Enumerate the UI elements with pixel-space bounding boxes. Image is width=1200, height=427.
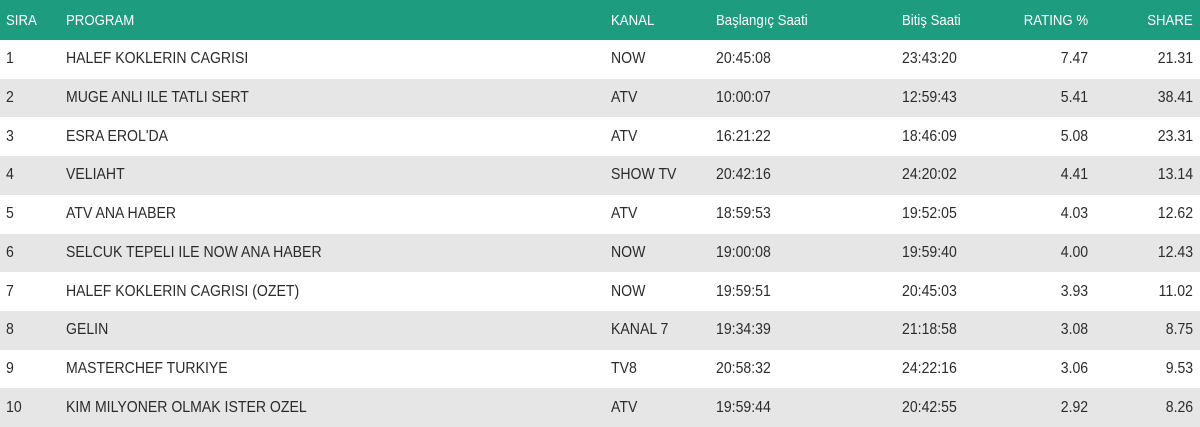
table-row: 9 MASTERCHEF TURKIYE TV8 20:58:32 24:22:16 3.… (0, 350, 1200, 389)
end-time-cell: 19:52:05 (902, 205, 957, 223)
share-cell: SHARE (1147, 11, 1193, 29)
start-time-cell: 19:00:08 (716, 243, 771, 261)
end-time-cell: 21:18:58 (902, 321, 957, 339)
share-cell: 11.02 (1158, 282, 1193, 300)
program-cell: HALEF KOKLERIN CAGRISI (66, 50, 249, 68)
share-cell: 23.31 (1157, 127, 1193, 145)
end-time-cell: 24:22:16 (902, 359, 957, 377)
channel-cell: TV8 (611, 359, 637, 377)
start-time-cell: 20:42:16 (716, 166, 771, 184)
table-row: 7 HALEF KOKLERIN CAGRISI (OZET) NOW 19:59:5… (0, 272, 1200, 311)
rank-cell: 2 (6, 89, 14, 107)
rank-cell: 10 (6, 398, 22, 416)
rating-cell: 3.06 (1060, 359, 1088, 377)
program-cell: HALEF KOKLERIN CAGRISI (OZET) (66, 282, 300, 300)
channel-cell: NOW (611, 243, 646, 261)
rating-cell: 2.92 (1060, 398, 1088, 416)
start-time-cell: 20:45:08 (716, 50, 771, 68)
share-cell: 8.26 (1165, 398, 1193, 416)
program-cell: SELCUK TEPELI ILE NOW ANA HABER (66, 243, 322, 261)
rank-cell: 8 (6, 321, 14, 339)
channel-cell: ATV (611, 89, 638, 107)
channel-cell: ATV (611, 127, 638, 145)
program-cell: GELIN (66, 321, 109, 339)
end-time-cell: 24:20:02 (902, 166, 957, 184)
start-time-cell: 19:59:51 (716, 282, 771, 300)
rating-cell: 5.08 (1060, 127, 1088, 145)
start-time-cell: 18:59:53 (716, 205, 771, 223)
end-time-cell: 18:46:09 (902, 127, 957, 145)
table-row: 3 ESRA EROL'DA ATV 16:21:22 18:46:09 5.08 23.3… (0, 117, 1200, 156)
share-cell: 9.53 (1165, 359, 1193, 377)
table-row: 6 SELCUK TEPELI ILE NOW ANA HABER NOW 19:00… (0, 233, 1200, 273)
table-row: 1 HALEF KOKLERIN CAGRISI NOW 20:45:08 23:43:… (0, 40, 1200, 79)
rating-cell: 4.03 (1060, 205, 1088, 223)
program-cell: PROGRAM (66, 11, 135, 29)
channel-cell: NOW (611, 282, 646, 300)
rank-cell: 5 (6, 205, 14, 223)
program-cell: KIM MILYONER OLMAK ISTER OZEL (66, 398, 307, 416)
rating-cell: RATING % (1023, 11, 1088, 29)
program-cell: VELIAHT (66, 166, 125, 184)
table-row: 5 ATV ANA HABER ATV 18:59:53 19:52:05 4.03 12.… (0, 195, 1200, 234)
rating-cell: 3.08 (1060, 321, 1088, 339)
rank-cell: 3 (6, 127, 14, 145)
program-cell: ESRA EROL'DA (66, 127, 169, 145)
rank-cell: 1 (6, 50, 14, 68)
channel-cell: SHOW TV (611, 166, 677, 184)
end-time-cell: Bitiş Saati (902, 11, 961, 29)
share-cell: 8.75 (1165, 321, 1193, 339)
rating-cell: 4.41 (1060, 166, 1088, 184)
start-time-cell: 16:21:22 (716, 127, 771, 145)
end-time-cell: 12:59:43 (902, 89, 957, 107)
end-time-cell: 23:43:20 (902, 50, 957, 68)
table-row: 10 KIM MILYONER OLMAK ISTER OZEL ATV 19:59:… (0, 388, 1200, 427)
start-time-cell: 19:34:39 (716, 321, 771, 339)
share-cell: 12.62 (1157, 205, 1193, 223)
rating-cell: 7.47 (1060, 50, 1088, 68)
start-time-cell: 10:00:07 (716, 89, 771, 107)
table-row: 4 VELIAHT SHOW TV 20:42:16 24:20:02 4.41 13.14 (0, 156, 1200, 195)
start-time-cell: 20:58:32 (716, 359, 771, 377)
rank-cell: SIRA (6, 11, 37, 29)
rating-cell: 3.93 (1060, 282, 1088, 300)
program-cell: MUGE ANLI ILE TATLI SERT (66, 89, 249, 107)
channel-cell: ATV (611, 398, 638, 416)
end-time-cell: 20:45:03 (902, 282, 957, 300)
channel-cell: KANAL (611, 11, 655, 29)
table-row: 8 GELIN KANAL 7 19:34:39 21:18:58 3.08 8.75 (0, 310, 1200, 350)
start-time-cell: 19:59:44 (716, 398, 771, 416)
end-time-cell: 20:42:55 (902, 398, 957, 416)
table-row: 2 MUGE ANLI ILE TATLI SERT ATV 10:00:07 12:5… (0, 78, 1200, 118)
share-cell: 12.43 (1157, 243, 1193, 261)
end-time-cell: 19:59:40 (902, 243, 957, 261)
start-time-cell: Başlangıç Saati (716, 11, 808, 29)
rank-cell: 9 (6, 359, 14, 377)
share-cell: 38.41 (1157, 89, 1193, 107)
header-row: SIRA PROGRAM KANAL Başlangıç Saati Bitiş Saa… (0, 0, 1200, 40)
rank-cell: 6 (6, 243, 14, 261)
channel-cell: ATV (611, 205, 638, 223)
program-cell: ATV ANA HABER (66, 205, 177, 223)
rank-cell: 4 (6, 166, 14, 184)
share-cell: 21.31 (1157, 50, 1193, 68)
rank-cell: 7 (6, 282, 14, 300)
share-cell: 13.14 (1157, 166, 1193, 184)
channel-cell: NOW (611, 50, 646, 68)
program-cell: MASTERCHEF TURKIYE (66, 359, 228, 377)
rating-cell: 5.41 (1060, 89, 1088, 107)
rating-cell: 4.00 (1060, 243, 1088, 261)
channel-cell: KANAL 7 (611, 321, 669, 339)
